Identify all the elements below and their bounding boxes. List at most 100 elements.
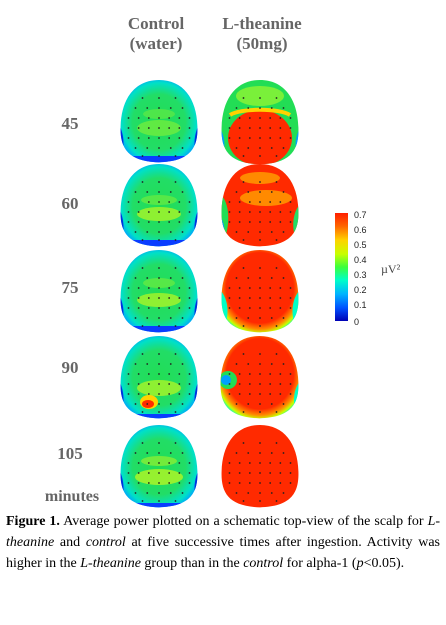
electrode-dot <box>235 231 238 233</box>
electrode-dot <box>235 492 238 494</box>
electrode-dot <box>174 325 177 327</box>
electrode-dot <box>275 267 278 269</box>
electrode-dot <box>181 191 184 193</box>
electrode-dot <box>158 267 160 269</box>
electrode-dot <box>168 307 171 309</box>
electrode-dot <box>235 191 238 193</box>
electrode-dot <box>146 452 149 454</box>
electrode-dot <box>134 492 137 494</box>
electrode-dot <box>275 155 278 157</box>
electrode-dot <box>188 373 191 375</box>
electrode-dot <box>137 472 140 474</box>
electrode-dot <box>259 353 261 355</box>
electrode-dot <box>188 221 191 223</box>
electrode-dot <box>146 231 149 233</box>
electrode-dot <box>158 317 160 319</box>
electrode-dot <box>169 492 172 494</box>
electrode-dot <box>181 403 184 405</box>
electrode-dot <box>247 363 250 365</box>
electrode-dot <box>178 137 181 139</box>
electrode-dot <box>127 393 130 395</box>
time-label-90: 90 <box>61 358 79 377</box>
electrode-dot <box>178 127 181 129</box>
scalp-map-control-75 <box>120 250 198 333</box>
electrode-dot <box>238 211 241 213</box>
electrode-dot <box>188 383 191 385</box>
time-label-60: 60 <box>61 194 79 213</box>
electrode-dot <box>259 239 261 241</box>
electrode-dot <box>174 155 177 157</box>
electrode-dot <box>259 383 261 385</box>
electrode-dot <box>188 393 191 395</box>
colorbar <box>335 213 348 321</box>
electrode-dot <box>259 325 261 327</box>
electrode-dot <box>137 137 140 139</box>
electrode-dot <box>235 147 238 149</box>
electrode-dot <box>270 317 273 319</box>
electrode-dot <box>289 211 292 213</box>
electrode-dot <box>259 462 261 464</box>
electrode-dot <box>158 107 160 109</box>
scalp-map-control-105 <box>120 425 198 508</box>
electrode-dot <box>289 373 292 375</box>
electrode-dot <box>178 297 181 299</box>
electrode-dot <box>279 482 282 484</box>
electrode-dot <box>134 403 137 405</box>
electrode-dot <box>141 325 144 327</box>
electrode-dot <box>238 383 241 385</box>
electrode-dot <box>147 307 150 309</box>
electrode-dot <box>169 317 172 319</box>
electrode-dot <box>188 117 191 119</box>
electrode-dot <box>168 117 171 119</box>
electrode-dot <box>158 221 160 223</box>
electrode-dot <box>141 500 144 502</box>
electrode-dot <box>238 287 241 289</box>
electrode-dot <box>169 363 172 365</box>
electrode-dot <box>147 201 150 203</box>
electrode-dot <box>158 373 160 375</box>
electrode-dot <box>134 231 137 233</box>
electrode-dot <box>174 442 177 444</box>
electrode-dot <box>127 297 130 299</box>
scalp-map-control-90 <box>120 336 198 419</box>
electrode-dot <box>158 117 160 119</box>
electrode-dot <box>174 411 177 413</box>
electrode-dot <box>174 353 177 355</box>
electrode-dot <box>259 492 261 494</box>
electrode-dot <box>169 452 172 454</box>
electrode-dot <box>178 211 181 213</box>
electrode-dot <box>181 277 184 279</box>
electrode-dot <box>275 442 278 444</box>
electrode-dot <box>181 492 184 494</box>
electrode-dot <box>259 307 261 309</box>
electrode-dot <box>188 297 191 299</box>
electrode-dot <box>269 307 272 309</box>
electrode-dot <box>270 452 273 454</box>
electrode-dot <box>289 307 292 309</box>
scalp-map-l-theanine-105 <box>221 425 299 508</box>
electrode-dot <box>228 462 231 464</box>
electrode-dot <box>248 383 251 385</box>
electrode-dot <box>168 297 171 299</box>
electrode-dot <box>279 297 282 299</box>
electrode-dot <box>259 97 261 99</box>
electrode-dot <box>275 325 278 327</box>
electrode-dot <box>259 411 261 413</box>
electrode-dot <box>158 363 160 365</box>
electrode-dot <box>147 462 150 464</box>
electrode-dot <box>188 472 191 474</box>
electrode-dot <box>134 277 137 279</box>
electrode-dot <box>188 482 191 484</box>
electrode-dot <box>147 211 150 213</box>
electrode-dot <box>158 297 160 299</box>
electrode-dot <box>238 137 241 139</box>
electrode-dot <box>289 221 292 223</box>
electrode-dot <box>259 107 261 109</box>
electrode-dot <box>137 201 140 203</box>
electrode-dot <box>147 472 150 474</box>
electrode-dot <box>248 137 251 139</box>
electrode-dot <box>228 482 231 484</box>
column-title: L-theanine <box>222 14 302 33</box>
electrode-dot <box>238 201 241 203</box>
electrode-dot <box>174 97 177 99</box>
